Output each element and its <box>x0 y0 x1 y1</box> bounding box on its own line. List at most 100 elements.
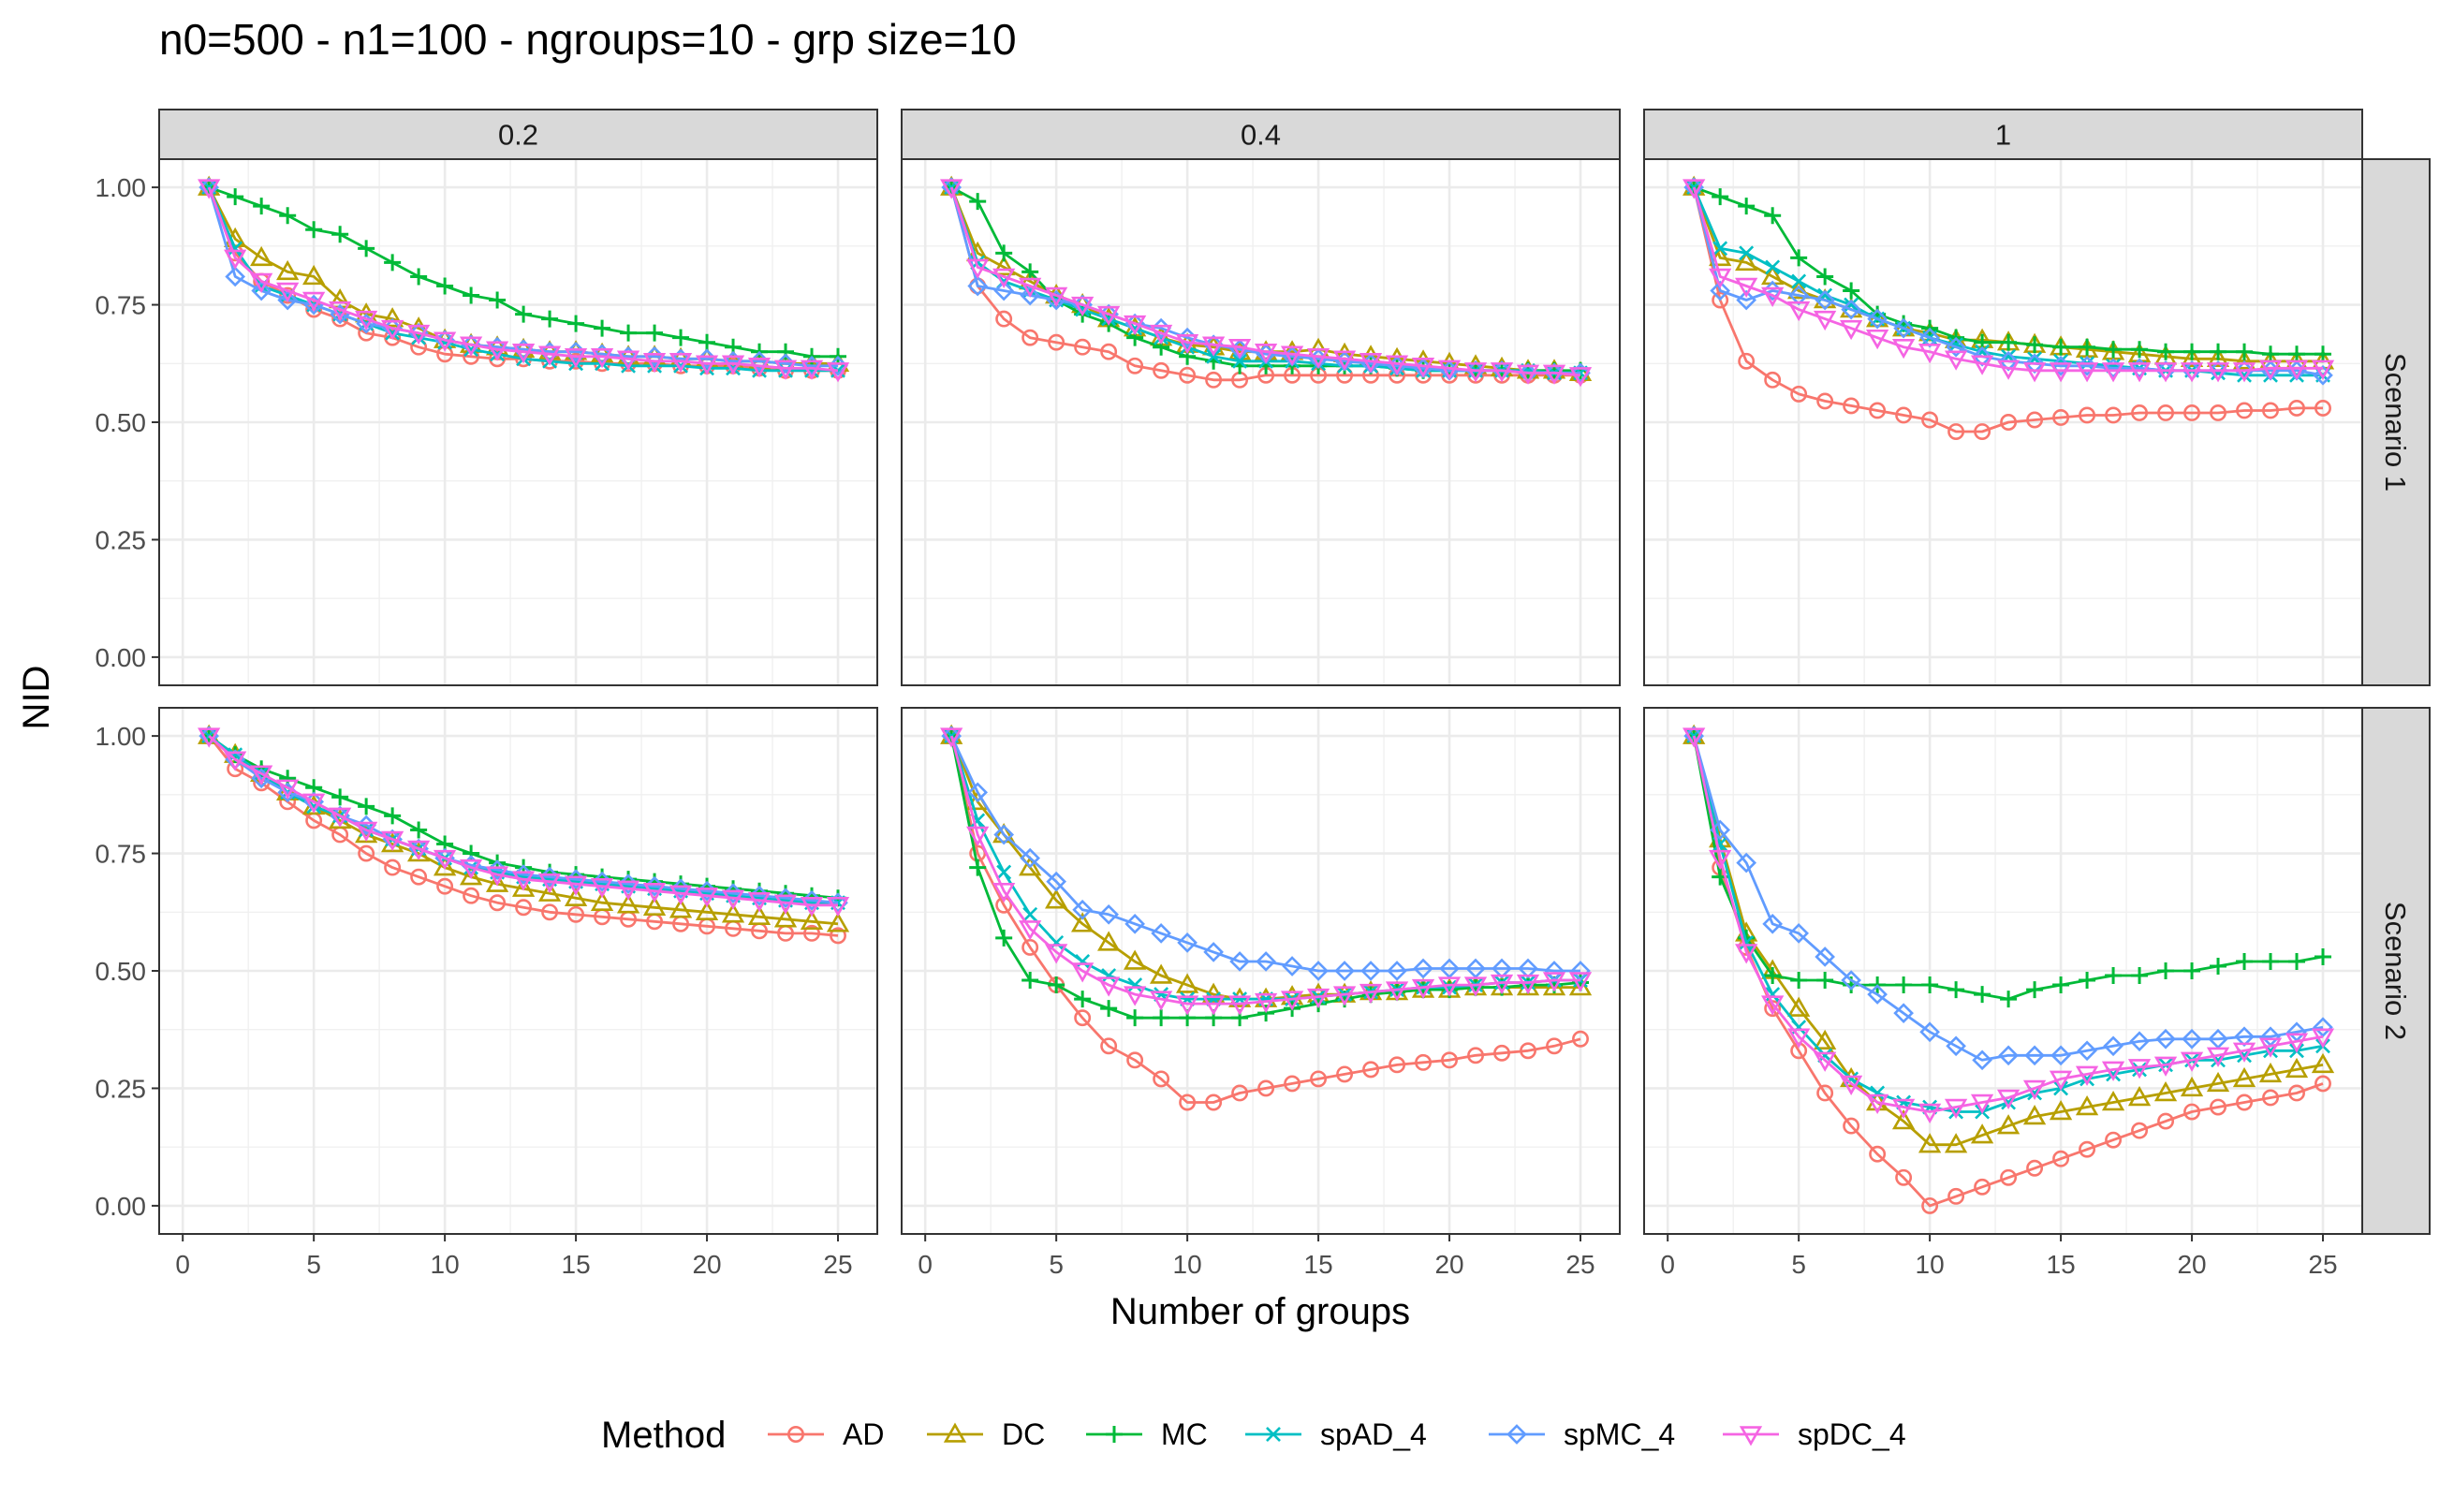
data-point <box>590 348 614 369</box>
data-point <box>1790 385 1808 403</box>
data-point <box>1710 280 1731 301</box>
data-point <box>1570 362 1591 384</box>
data-point <box>695 900 719 921</box>
data-point <box>2211 365 2226 381</box>
legend-key-marker <box>1739 1426 1763 1446</box>
data-point <box>1893 1003 1914 1023</box>
data-point <box>1098 903 1119 925</box>
series-line <box>949 735 1580 973</box>
data-point <box>2288 952 2306 970</box>
data-point <box>618 345 639 367</box>
data-point <box>1074 991 1092 1008</box>
data-point <box>2052 338 2070 356</box>
data-point <box>1254 992 1278 1014</box>
data-point <box>2258 1037 2283 1058</box>
data-point <box>1761 995 1785 1016</box>
data-point <box>1100 1000 1118 1018</box>
data-point <box>459 336 483 357</box>
data-point <box>1437 360 1462 380</box>
series-spAD_4 <box>1686 728 2330 1120</box>
data-point <box>1437 976 1462 997</box>
data-point <box>1149 991 1173 1011</box>
data-point <box>2026 981 2044 999</box>
data-point <box>329 301 352 322</box>
x-tick-label: 0 <box>1660 1250 1675 1279</box>
legend-item-DC: DC <box>927 1417 1045 1451</box>
data-point <box>992 268 1016 288</box>
data-point <box>485 866 509 887</box>
x-axis-title: Number of groups <box>1110 1291 1410 1332</box>
legend-label: spMC_4 <box>1564 1417 1675 1451</box>
data-point <box>433 849 457 871</box>
data-point <box>670 348 691 370</box>
data-point <box>463 286 480 304</box>
x-tick-label: 15 <box>1304 1250 1333 1279</box>
data-point <box>1870 1085 1886 1101</box>
data-point <box>537 345 562 366</box>
legend-label: DC <box>1002 1417 1045 1451</box>
series-line <box>208 735 838 907</box>
data-point <box>1280 345 1304 366</box>
data-point <box>485 341 509 361</box>
data-point <box>2258 1062 2283 1083</box>
data-point <box>1787 301 1811 322</box>
data-point <box>1869 1145 1887 1163</box>
x-tick-label: 25 <box>2308 1250 2337 1279</box>
data-point <box>279 286 297 304</box>
col-strip <box>901 109 1621 160</box>
data-point <box>2313 364 2333 386</box>
data-point <box>1306 988 1330 1009</box>
series-AD <box>1685 179 2331 440</box>
data-point <box>253 198 271 215</box>
data-point <box>2075 1065 2099 1086</box>
data-point <box>1947 981 1965 999</box>
data-point <box>2026 1159 2044 1177</box>
data-point <box>2052 409 2070 426</box>
data-point <box>1790 249 1808 267</box>
data-point <box>198 727 221 748</box>
data-point <box>1284 1075 1301 1093</box>
data-point <box>1256 951 1276 972</box>
data-point <box>358 798 375 815</box>
data-point <box>1019 277 1042 299</box>
data-point <box>539 341 560 362</box>
data-point <box>1332 986 1357 1006</box>
data-point <box>1153 1009 1170 1027</box>
data-point <box>305 301 323 318</box>
data-point <box>721 903 745 923</box>
data-point <box>380 319 404 341</box>
legend-label: MC <box>1161 1417 1208 1451</box>
data-point <box>541 310 559 328</box>
data-point <box>1996 1089 2021 1110</box>
data-point <box>2157 404 2175 421</box>
data-point <box>2079 406 2096 424</box>
data-point <box>1100 343 1118 360</box>
row-strip-label: Scenario 1 <box>2379 353 2412 492</box>
data-point <box>537 881 562 902</box>
data-point <box>1570 961 1591 981</box>
panel <box>901 158 1621 686</box>
data-point <box>1762 913 1784 934</box>
data-point <box>1787 996 1811 1017</box>
x-tick-label: 25 <box>1565 1250 1594 1279</box>
data-point <box>992 255 1016 276</box>
legend-item-spDC_4: spDC_4 <box>1723 1417 1906 1451</box>
data-point <box>1257 1079 1275 1097</box>
data-point <box>1203 942 1224 962</box>
data-point <box>1542 364 1566 385</box>
data-point <box>773 894 798 915</box>
data-point <box>513 339 534 360</box>
data-point <box>463 887 480 904</box>
data-point <box>1764 967 1782 985</box>
data-point <box>1072 899 1093 920</box>
series-spMC_4 <box>941 726 1591 981</box>
data-point <box>672 329 690 346</box>
x-tick-label: 20 <box>2177 1250 2206 1279</box>
data-point <box>1516 364 1540 385</box>
data-point <box>2232 362 2256 383</box>
data-point <box>1568 972 1593 992</box>
data-point <box>2183 404 2200 421</box>
data-point <box>277 289 299 311</box>
data-point <box>1996 1114 2021 1135</box>
y-tick-label: 0.50 <box>96 408 147 437</box>
